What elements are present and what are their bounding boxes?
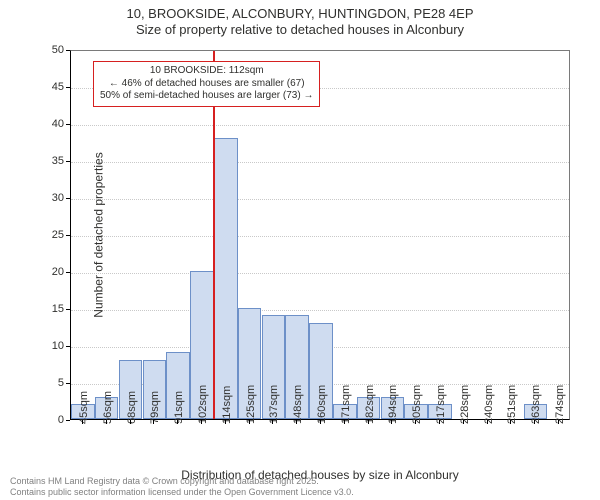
footer-attribution: Contains HM Land Registry data © Crown c… (10, 476, 354, 498)
x-tick-mark (439, 420, 440, 424)
x-tick-label: 205sqm (411, 385, 423, 424)
y-tick-mark (66, 383, 70, 384)
x-tick-label: 160sqm (316, 385, 328, 424)
x-tick-mark (296, 420, 297, 424)
x-tick-label: 91sqm (173, 391, 185, 424)
x-tick-label: 251sqm (506, 385, 518, 424)
title-block: 10, BROOKSIDE, ALCONBURY, HUNTINGDON, PE… (0, 0, 600, 39)
footer-line1: Contains HM Land Registry data © Crown c… (10, 476, 354, 487)
x-tick-label: 137sqm (268, 385, 280, 424)
x-tick-mark (391, 420, 392, 424)
x-tick-label: 79sqm (149, 391, 161, 424)
y-tick-mark (66, 161, 70, 162)
y-tick-mark (66, 124, 70, 125)
x-tick-mark (534, 420, 535, 424)
x-tick-mark (368, 420, 369, 424)
title-line1: 10, BROOKSIDE, ALCONBURY, HUNTINGDON, PE… (0, 6, 600, 22)
x-tick-mark (272, 420, 273, 424)
x-tick-mark (320, 420, 321, 424)
x-tick-label: 68sqm (126, 391, 138, 424)
y-tick-mark (66, 309, 70, 310)
plot-area: 10 BROOKSIDE: 112sqm← 46% of detached ho… (70, 50, 570, 420)
x-tick-mark (82, 420, 83, 424)
x-tick-mark (249, 420, 250, 424)
gridline (71, 125, 569, 126)
y-tick-mark (66, 235, 70, 236)
gridline (71, 273, 569, 274)
footer-line2: Contains public sector information licen… (10, 487, 354, 498)
x-tick-label: 182sqm (364, 385, 376, 424)
x-tick-mark (487, 420, 488, 424)
x-tick-label: 228sqm (459, 385, 471, 424)
x-tick-mark (344, 420, 345, 424)
gridline (71, 162, 569, 163)
histogram-bar (214, 138, 238, 419)
x-tick-mark (225, 420, 226, 424)
y-tick-mark (66, 420, 70, 421)
gridline (71, 199, 569, 200)
x-tick-label: 274sqm (554, 385, 566, 424)
x-tick-label: 194sqm (387, 385, 399, 424)
x-tick-label: 240sqm (483, 385, 495, 424)
x-tick-mark (130, 420, 131, 424)
title-line2: Size of property relative to detached ho… (0, 22, 600, 38)
y-tick-mark (66, 272, 70, 273)
x-tick-mark (510, 420, 511, 424)
x-tick-label: 263sqm (530, 385, 542, 424)
x-tick-label: 217sqm (435, 385, 447, 424)
x-tick-label: 56sqm (102, 391, 114, 424)
x-tick-label: 114sqm (221, 386, 233, 424)
x-tick-label: 171sqm (340, 385, 352, 424)
y-tick-mark (66, 346, 70, 347)
gridline (71, 310, 569, 311)
y-tick-mark (66, 87, 70, 88)
callout-box: 10 BROOKSIDE: 112sqm← 46% of detached ho… (93, 61, 320, 107)
x-tick-mark (153, 420, 154, 424)
y-tick-mark (66, 50, 70, 51)
x-tick-label: 148sqm (292, 385, 304, 424)
x-tick-mark (201, 420, 202, 424)
callout-line: ← 46% of detached houses are smaller (67… (100, 78, 313, 91)
x-tick-mark (106, 420, 107, 424)
x-tick-label: 45sqm (78, 391, 90, 424)
x-tick-mark (177, 420, 178, 424)
y-axis-label: Number of detached properties (92, 152, 106, 317)
x-tick-label: 102sqm (197, 385, 209, 424)
y-tick-mark (66, 198, 70, 199)
histogram-chart: 10 BROOKSIDE: 112sqm← 46% of detached ho… (70, 50, 570, 420)
x-tick-label: 125sqm (245, 385, 257, 424)
x-tick-mark (415, 420, 416, 424)
callout-line: 50% of semi-detached houses are larger (… (100, 90, 313, 103)
x-tick-mark (463, 420, 464, 424)
gridline (71, 236, 569, 237)
callout-line: 10 BROOKSIDE: 112sqm (100, 65, 313, 78)
x-tick-mark (558, 420, 559, 424)
